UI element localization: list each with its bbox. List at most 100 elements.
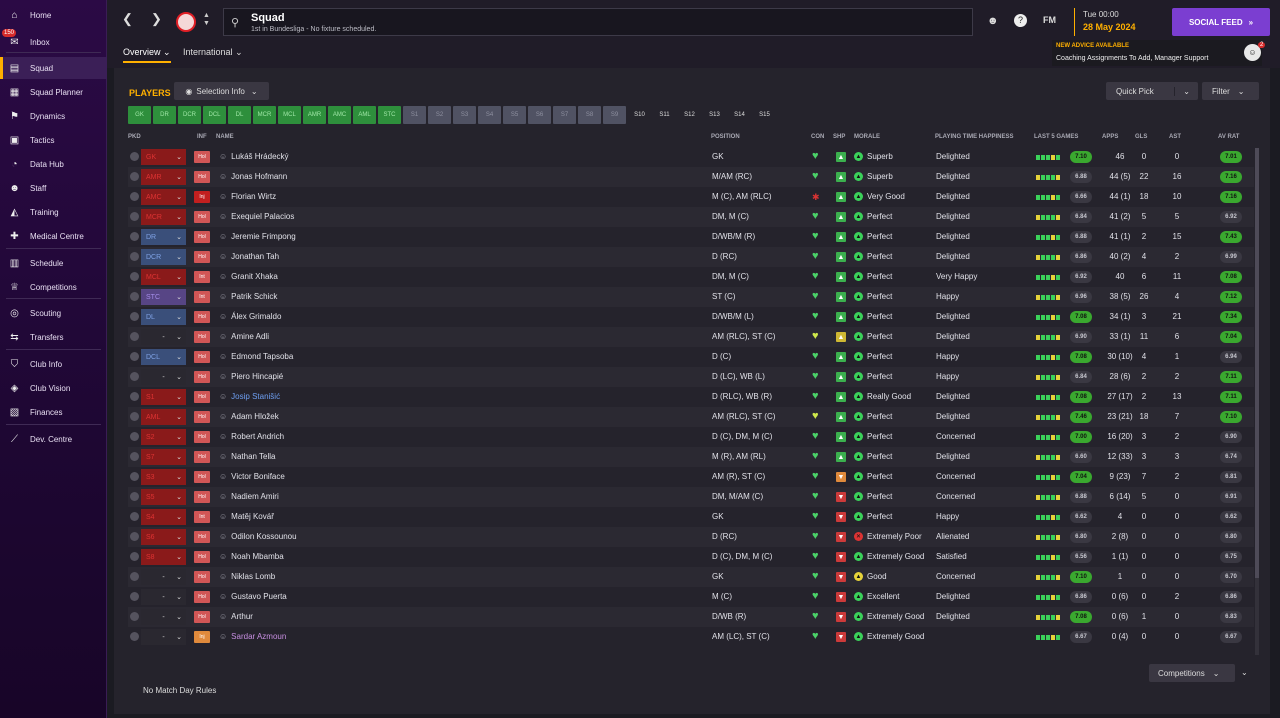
penalty-taker-toggle[interactable]	[130, 552, 139, 561]
info-badge[interactable]: Int	[194, 291, 210, 303]
table-row[interactable]: DCL ⌄ Hol ☺ Edmond Tapsoba D (C) ♥ ▲ ▲ Perfect Hap…	[128, 347, 1254, 367]
info-badge[interactable]: Hol	[194, 391, 210, 403]
sidebar-item-schedule[interactable]: ▥ Schedule	[0, 252, 107, 274]
table-row[interactable]: AMR ⌄ Hol ☺ Jonas Hofmann M/AM (RC) ♥ ▲ ▲ Superb D…	[128, 167, 1254, 187]
sidebar-item-data-hub[interactable]: ◔ Data Hub	[0, 153, 107, 175]
table-row[interactable]: S6 ⌄ Hol ☺ Odilon Kossounou D (RC) ♥ ▼ ✕ Extremel…	[128, 527, 1254, 547]
col-ast[interactable]: AST	[1169, 134, 1181, 140]
selection-dropdown[interactable]: DR ⌄	[141, 229, 186, 245]
penalty-taker-toggle[interactable]	[130, 492, 139, 501]
sidebar-item-squad[interactable]: ▤ Squad	[0, 57, 107, 79]
player-name[interactable]: ☺ Odilon Kossounou	[219, 532, 297, 541]
sidebar-item-staff[interactable]: ☻ Staff	[0, 177, 107, 199]
help-icon[interactable]: ?	[1014, 14, 1027, 27]
selection-dropdown[interactable]: MCL ⌄	[141, 269, 186, 285]
info-badge[interactable]: Hol	[194, 611, 210, 623]
sidebar-item-dynamics[interactable]: ⚑ Dynamics	[0, 105, 107, 127]
table-row[interactable]: AMC ⌄ Inj ☺ Florian Wirtz M (C), AM (RLC) ✱ ▲ ▲ V…	[128, 187, 1254, 207]
selection-dropdown[interactable]: S2 ⌄	[141, 429, 186, 445]
player-name[interactable]: ☺ Arthur	[219, 612, 253, 621]
table-row[interactable]: DCR ⌄ Hol ☺ Jonathan Tah D (RC) ♥ ▲ ▲ Perfect Deli…	[128, 247, 1254, 267]
search-icon[interactable]: ⚲	[231, 17, 240, 29]
penalty-taker-toggle[interactable]	[130, 432, 139, 441]
selection-dropdown[interactable]: - ⌄	[141, 329, 186, 345]
player-name[interactable]: ☺ Niklas Lomb	[219, 572, 275, 581]
info-badge[interactable]: Hol	[194, 331, 210, 343]
table-row[interactable]: MCR ⌄ Hol ☺ Exequiel Palacios DM, M (C) ♥ ▲ ▲ Per…	[128, 207, 1254, 227]
position-filter-dr[interactable]: DR	[153, 106, 176, 124]
info-badge[interactable]: Hol	[194, 591, 210, 603]
position-filter-s12[interactable]: S12	[684, 112, 695, 118]
manager-icon[interactable]: ☻	[987, 15, 999, 27]
club-logo[interactable]	[176, 12, 196, 32]
penalty-taker-toggle[interactable]	[130, 472, 139, 481]
table-row[interactable]: - ⌄ Hol ☺ Amine Adli AM (RLC), ST (C) ♥ ▲ ▲ Perfe…	[128, 327, 1254, 347]
info-badge[interactable]: Hol	[194, 351, 210, 363]
position-filter-mcl[interactable]: MCL	[278, 106, 301, 124]
position-filter-amc[interactable]: AMC	[328, 106, 351, 124]
advice-avatar-icon[interactable]: ☺	[1244, 44, 1261, 61]
sidebar-item-dev-centre[interactable]: ⟋ Dev. Centre	[0, 428, 107, 450]
player-name[interactable]: ☺ Amine Adli	[219, 332, 269, 341]
penalty-taker-toggle[interactable]	[130, 292, 139, 301]
player-name[interactable]: ☺ Jeremie Frimpong	[219, 232, 296, 241]
penalty-taker-toggle[interactable]	[130, 152, 139, 161]
table-row[interactable]: STC ⌄ Int ☺ Patrik Schick ST (C) ♥ ▲ ▲ Perfect Hap…	[128, 287, 1254, 307]
position-filter-gk[interactable]: GK	[128, 106, 151, 124]
selection-dropdown[interactable]: GK ⌄	[141, 149, 186, 165]
selection-dropdown[interactable]: MCR ⌄	[141, 209, 186, 225]
table-row[interactable]: - ⌄ Hol ☺ Piero Hincapié D (LC), WB (L) ♥ ▲ ▲ Per…	[128, 367, 1254, 387]
player-name[interactable]: ☺ Victor Boniface	[219, 472, 285, 481]
position-filter-dcr[interactable]: DCR	[178, 106, 201, 124]
penalty-taker-toggle[interactable]	[130, 352, 139, 361]
club-switch-chevron-icon[interactable]: ▲ ▼	[203, 12, 210, 27]
col-happiness[interactable]: PLAYING TIME HAPPINESS	[935, 134, 1014, 140]
selection-dropdown[interactable]: AMR ⌄	[141, 169, 186, 185]
sidebar-item-transfers[interactable]: ⇆ Transfers	[0, 326, 107, 348]
penalty-taker-toggle[interactable]	[130, 452, 139, 461]
selection-dropdown[interactable]: S7 ⌄	[141, 449, 186, 465]
selection-dropdown[interactable]: DCL ⌄	[141, 349, 186, 365]
sidebar-item-tactics[interactable]: ▣ Tactics	[0, 129, 107, 151]
player-name[interactable]: ☺ Exequiel Palacios	[219, 212, 294, 221]
col-pkd[interactable]: PKD	[128, 134, 141, 140]
selection-dropdown[interactable]: - ⌄	[141, 369, 186, 385]
info-badge[interactable]: Hol	[194, 531, 210, 543]
position-filter-s6[interactable]: S6	[528, 106, 551, 124]
back-arrow-icon[interactable]: ❮	[122, 11, 133, 26]
tab-overview[interactable]: Overview ⌄	[123, 47, 171, 63]
info-badge[interactable]: Hol	[194, 431, 210, 443]
penalty-taker-toggle[interactable]	[130, 392, 139, 401]
table-row[interactable]: S8 ⌄ Hol ☺ Noah Mbamba D (C), DM, M (C) ♥ ▼ ▲ Ext…	[128, 547, 1254, 567]
player-name[interactable]: ☺ Gustavo Puerta	[219, 592, 287, 601]
table-row[interactable]: - ⌄ Hol ☺ Arthur D/WB (R) ♥ ▼ ▲ Extremely Good Del…	[128, 607, 1254, 627]
position-filter-dl[interactable]: DL	[228, 106, 251, 124]
info-badge[interactable]: Hol	[194, 551, 210, 563]
penalty-taker-toggle[interactable]	[130, 632, 139, 641]
selection-info-button[interactable]: ◉ Selection Info ⌄	[174, 82, 269, 100]
selection-dropdown[interactable]: - ⌄	[141, 629, 186, 645]
table-row[interactable]: S7 ⌄ Hol ☺ Nathan Tella M (R), AM (RL) ♥ ▲ ▲ Perf…	[128, 447, 1254, 467]
sidebar-item-home[interactable]: ⌂ Home	[0, 4, 107, 26]
selection-dropdown[interactable]: DCR ⌄	[141, 249, 186, 265]
position-filter-s8[interactable]: S8	[578, 106, 601, 124]
position-filter-s9[interactable]: S9	[603, 106, 626, 124]
player-name[interactable]: ☺ Edmond Tapsoba	[219, 352, 293, 361]
player-name[interactable]: ☺ Josip Stanišić	[219, 392, 280, 401]
table-row[interactable]: S4 ⌄ Int ☺ Matěj Kovář GK ♥ ▼ ▲ Perfect Happy 6.62 4…	[128, 507, 1254, 527]
sidebar-item-training[interactable]: ◭ Training	[0, 201, 107, 223]
info-badge[interactable]: Inj	[194, 191, 210, 203]
position-filter-s3[interactable]: S3	[453, 106, 476, 124]
col-position[interactable]: POSITION	[711, 134, 740, 140]
table-row[interactable]: - ⌄ Inj ☺ Sardar Azmoun AM (LC), ST (C) ♥ ▼ ▲ Ext…	[128, 627, 1254, 647]
position-filter-s4[interactable]: S4	[478, 106, 501, 124]
quick-pick-button[interactable]: Quick Pick ⌄	[1106, 82, 1198, 100]
sidebar-item-medical-centre[interactable]: ✚ Medical Centre	[0, 225, 107, 247]
col-inf[interactable]: INF	[197, 134, 207, 140]
info-badge[interactable]: Hol	[194, 211, 210, 223]
penalty-taker-toggle[interactable]	[130, 232, 139, 241]
col-morale[interactable]: MORALE	[854, 134, 880, 140]
date-display[interactable]: Tue 00:00 28 May 2024	[1074, 8, 1170, 36]
player-name[interactable]: ☺ Granit Xhaka	[219, 272, 278, 281]
table-row[interactable]: - ⌄ Hol ☺ Niklas Lomb GK ♥ ▼ ▲ Good Concerned 7.10 1…	[128, 567, 1254, 587]
